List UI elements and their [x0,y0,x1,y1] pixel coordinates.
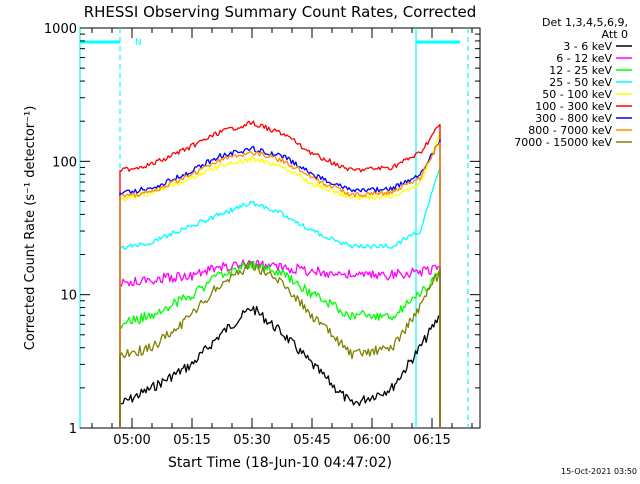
legend-label: 12 - 25 keV [549,64,612,77]
legend-label: 3 - 6 keV [563,40,612,53]
series-line-3 [119,166,441,428]
y-axis-label: Corrected Count Rate (s⁻¹ detector⁻¹) [23,106,38,351]
axes: 1 10 100 1000 05:00 05:15 05:30 05:45 06:00 06:15 [44,22,480,448]
legend-label: 800 - 7000 keV [528,124,612,137]
x-tick-label: 06:15 [413,433,450,448]
time-markers: N [79,28,469,428]
series-line-2 [119,260,441,428]
y-tick-label: 100 [52,155,77,170]
x-tick-label: 05:00 [113,433,150,448]
plot-frame [79,27,481,429]
legend-header-line: Det 1,3,4,5,6,9, [542,16,628,29]
legend-label: 300 - 800 keV [535,112,612,125]
legend-label: 50 - 100 keV [542,88,612,101]
legend-label: 100 - 300 keV [535,100,612,113]
legend-label: 25 - 50 keV [549,76,612,89]
legend-label: 7000 - 15000 keV [514,136,612,149]
x-axis-label: Start Time (18-Jun-10 04:47:02) [168,455,392,471]
annotation-label: N [135,38,142,48]
legend-label: 6 - 12 keV [556,52,612,65]
x-tick-label: 05:45 [293,433,330,448]
series-line-8 [119,260,441,428]
chart-title: RHESSI Observing Summary Count Rates, Co… [84,3,477,21]
x-tick-label: 05:30 [233,433,270,448]
series-line-7 [119,141,441,428]
series-line-5 [119,120,441,428]
y-tick-label: 1000 [44,22,77,37]
footer-timestamp: 15-Oct-2021 03:50 [561,467,637,476]
series-layer [119,120,441,428]
y-tick-label: 1 [69,422,77,437]
legend-header-line: Att 0 [602,28,628,41]
x-tick-label: 05:15 [173,433,210,448]
series-line-1 [119,259,441,428]
y-tick-label: 10 [60,289,77,304]
x-tick-label: 06:00 [353,433,390,448]
series-line-4 [119,131,441,428]
series-line-0 [119,305,441,428]
